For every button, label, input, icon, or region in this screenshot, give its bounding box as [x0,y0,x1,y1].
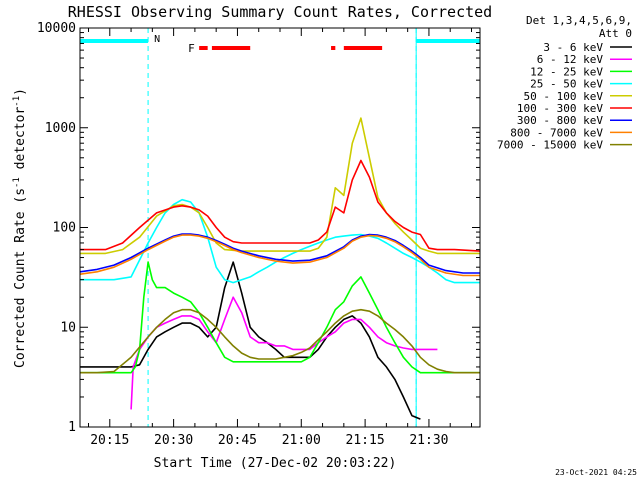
x-tick-label: 20:15 [90,433,129,448]
legend-label: 800 - 7000 keV [510,126,603,139]
chart-title: RHESSI Observing Summary Count Rates, Co… [68,3,492,21]
y-axis-label-exp-2: -1 [12,96,22,107]
y-tick-label: 10 [60,320,76,335]
x-tick-label: 21:00 [282,433,321,448]
y-tick-label: 1000 [45,121,76,136]
series-line-2 [130,296,438,410]
legend-label: 300 - 800 keV [517,114,603,127]
x-tick-label: 21:30 [409,433,448,448]
series-line-9 [80,308,480,374]
night-label: N [154,34,160,45]
legend-label: 12 - 25 keV [530,65,603,78]
x-axis: 20:15 20:30 20:45 21:00 21:15 21:30 [88,28,472,448]
y-axis-label-part-2: detector [13,107,28,178]
y-axis-label: Corrected Count Rate (s-1 detector-1) [12,88,28,368]
flare-label: F [188,42,195,55]
x-tick-label: 20:45 [218,433,257,448]
series-line-6 [80,159,480,252]
y-tick-label: 1 [68,420,76,435]
legend-header-line-1: Det 1,3,4,5,6,9, [526,14,632,27]
footer-date: 23-Oct-2021 04:25 [555,468,637,477]
series-line-7 [80,233,480,274]
plot-area: NF [80,28,480,427]
y-axis-label-part-3: ) [13,88,28,96]
legend-label: 25 - 50 keV [530,78,603,91]
x-tick-label: 20:30 [154,433,193,448]
series-line-8 [80,234,480,277]
y-tick-label: 10000 [37,21,76,36]
y-axis-label-part-1: Corrected Count Rate (s [13,188,28,368]
x-axis-label: Start Time (27-Dec-02 20:03:22) [154,456,397,471]
y-tick-label: 100 [53,221,76,236]
legend-header-line-2: Att 0 [599,27,632,40]
legend-label: 3 - 6 keV [543,41,603,54]
series-line-3 [80,261,480,374]
series-line-5 [80,117,480,255]
legend-label: 7000 - 15000 keV [497,139,603,152]
series-layer [80,117,480,420]
legend-label: 100 - 300 keV [517,102,603,115]
x-tick-label: 21:15 [346,433,385,448]
series-line-1 [80,261,421,420]
y-axis: 1 10 100 1000 10000 [37,21,480,435]
y-axis-label-exp-1: -1 [12,177,22,188]
legend-label: 50 - 100 keV [524,90,604,103]
legend-label: 6 - 12 keV [537,53,604,66]
